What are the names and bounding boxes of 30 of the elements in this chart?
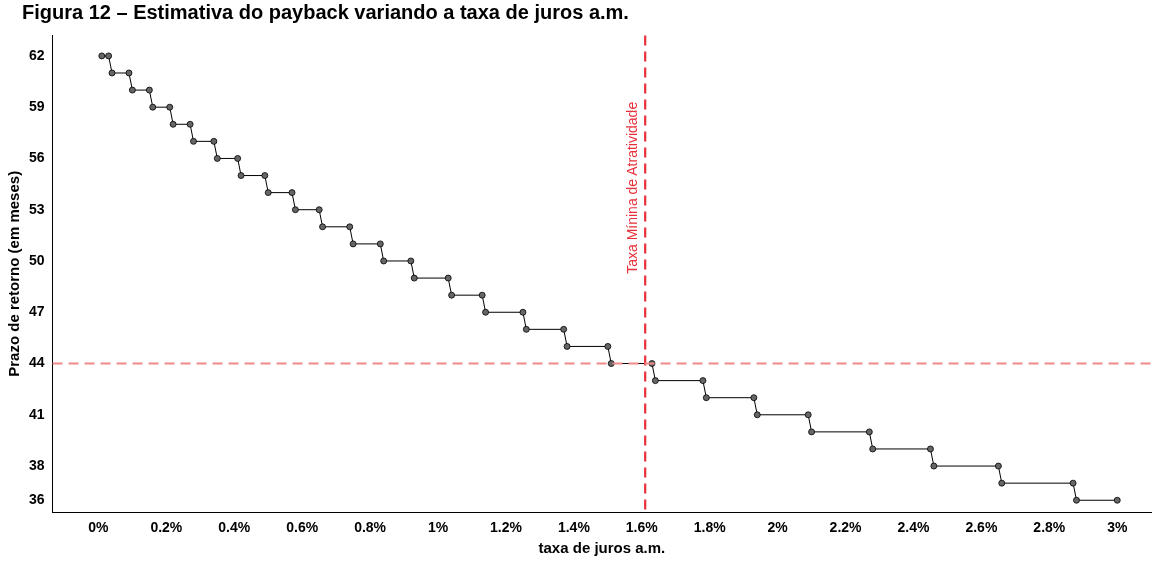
y-tick-label: 44	[28, 354, 45, 371]
x-tick-label: 3%	[1107, 519, 1128, 536]
x-axis-title: taxa de juros a.m.	[538, 539, 666, 557]
x-tick-label: 2%	[767, 519, 789, 536]
x-tick-label: 1%	[427, 519, 449, 536]
x-tick-label: 0.6%	[286, 519, 319, 536]
y-axis-title: Prazo de retorno (em meses)	[5, 170, 23, 377]
x-tick-label: 2.6%	[965, 519, 998, 536]
x-tick-label: 0.4%	[218, 519, 251, 536]
x-tick-label: 2.2%	[829, 519, 863, 536]
x-tick-label: 0%	[88, 519, 110, 536]
x-tick-label: 1.4%	[557, 519, 591, 536]
x-tick-label: 1.2%	[489, 519, 523, 536]
x-tick-label: 1.8%	[693, 519, 727, 536]
y-tick-label: 38	[28, 456, 45, 473]
x-tick-label: 2.8%	[1033, 519, 1066, 536]
x-tick-label: 0.2%	[150, 519, 183, 536]
y-tick-label: 59	[28, 98, 45, 115]
y-tick-label: 62	[28, 46, 45, 63]
x-tick-label: 2.4%	[897, 519, 930, 536]
x-tick-label: 1.6%	[625, 519, 659, 536]
y-tick-label: 50	[28, 251, 45, 268]
y-tick-label: 53	[28, 200, 45, 217]
y-tick-label: 41	[28, 405, 45, 422]
ref-line-label: Taxa Mínina de Atratividade	[624, 101, 641, 274]
y-tick-label: 47	[28, 303, 45, 320]
y-tick-label: 36	[28, 491, 45, 508]
x-tick-label: 0.8%	[354, 519, 387, 536]
y-tick-label: 56	[28, 149, 45, 166]
chart-title: Figura 12 – Estimativa do payback variando a taxa de juros a.m.	[21, 0, 630, 24]
